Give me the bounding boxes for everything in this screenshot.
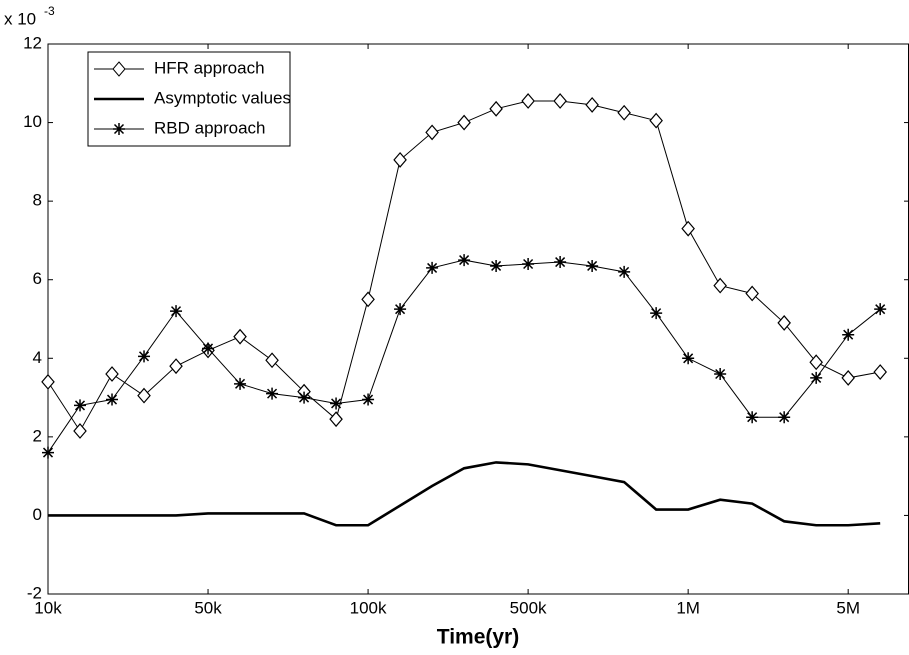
star-marker — [778, 411, 791, 424]
star-marker — [394, 303, 407, 316]
star-marker — [138, 350, 151, 363]
star-marker — [362, 393, 375, 406]
y-tick-label: 0 — [33, 505, 42, 524]
diamond-marker — [73, 423, 87, 439]
series-line — [48, 461, 881, 527]
x-tick-label: 100k — [350, 598, 387, 617]
diamond-marker — [329, 411, 343, 428]
star-marker — [586, 259, 599, 272]
legend-label: HFR approach — [154, 58, 265, 77]
legend-label: Asymptotic values — [154, 88, 291, 107]
x-tick-label: 1M — [676, 598, 700, 617]
diamond-marker — [841, 370, 855, 386]
y-tick-label: 12 — [23, 33, 42, 52]
star-marker — [106, 393, 119, 406]
star-marker — [842, 328, 855, 341]
star-marker — [810, 371, 823, 384]
star-marker — [714, 368, 727, 380]
y-tick-label: 8 — [33, 191, 42, 210]
star-marker — [202, 342, 215, 355]
star-marker — [746, 411, 759, 424]
diamond-marker — [777, 315, 791, 331]
y-multiplier: x 10 — [4, 9, 36, 28]
star-marker — [330, 397, 343, 410]
diamond-marker — [41, 373, 55, 390]
y-tick-label: 4 — [33, 348, 42, 367]
diamond-marker — [713, 277, 727, 294]
star-marker — [874, 303, 887, 316]
star-marker — [522, 258, 535, 270]
diamond-marker — [585, 96, 599, 113]
diamond-marker — [105, 366, 119, 382]
star-marker — [170, 305, 183, 318]
star-marker — [42, 446, 54, 459]
legend-marker — [113, 123, 125, 135]
diamond-marker — [745, 285, 759, 302]
star-marker — [618, 265, 631, 278]
diamond-marker — [809, 354, 823, 371]
star-marker — [234, 377, 247, 390]
star-marker — [554, 256, 567, 269]
diamond-marker — [425, 124, 439, 141]
star-marker — [650, 307, 663, 320]
series-line — [48, 259, 881, 453]
x-axis-label: Time(yr) — [437, 626, 519, 649]
diamond-marker — [457, 114, 471, 131]
legend-marker — [112, 61, 126, 77]
y-tick-label: 2 — [33, 426, 42, 445]
star-marker — [74, 399, 87, 412]
diamond-marker — [489, 100, 503, 117]
diamond-marker — [361, 291, 375, 308]
diamond-marker — [553, 93, 567, 109]
star-marker — [682, 352, 695, 365]
star-marker — [298, 391, 311, 404]
star-marker — [458, 254, 471, 267]
star-marker — [426, 261, 439, 274]
x-tick-label: 10k — [34, 598, 62, 617]
diamond-marker — [393, 151, 407, 168]
y-tick-label: -2 — [27, 583, 42, 602]
diamond-marker — [873, 364, 887, 380]
diamond-marker — [265, 352, 279, 369]
star-marker — [266, 387, 279, 400]
diamond-marker — [617, 104, 631, 121]
y-tick-label: 6 — [33, 269, 42, 288]
diamond-marker — [169, 358, 183, 375]
diamond-marker — [649, 112, 663, 129]
legend-label: RBD approach — [154, 118, 266, 137]
x-tick-label: 50k — [194, 598, 222, 617]
diamond-marker — [137, 387, 151, 404]
star-marker — [490, 259, 503, 272]
diamond-marker — [233, 328, 247, 345]
diamond-marker — [681, 220, 695, 237]
y-exponent: -3 — [44, 4, 55, 18]
x-tick-label: 5M — [836, 598, 860, 617]
y-tick-label: 10 — [23, 112, 42, 131]
diamond-marker — [521, 93, 535, 109]
x-tick-label: 500k — [510, 598, 547, 617]
